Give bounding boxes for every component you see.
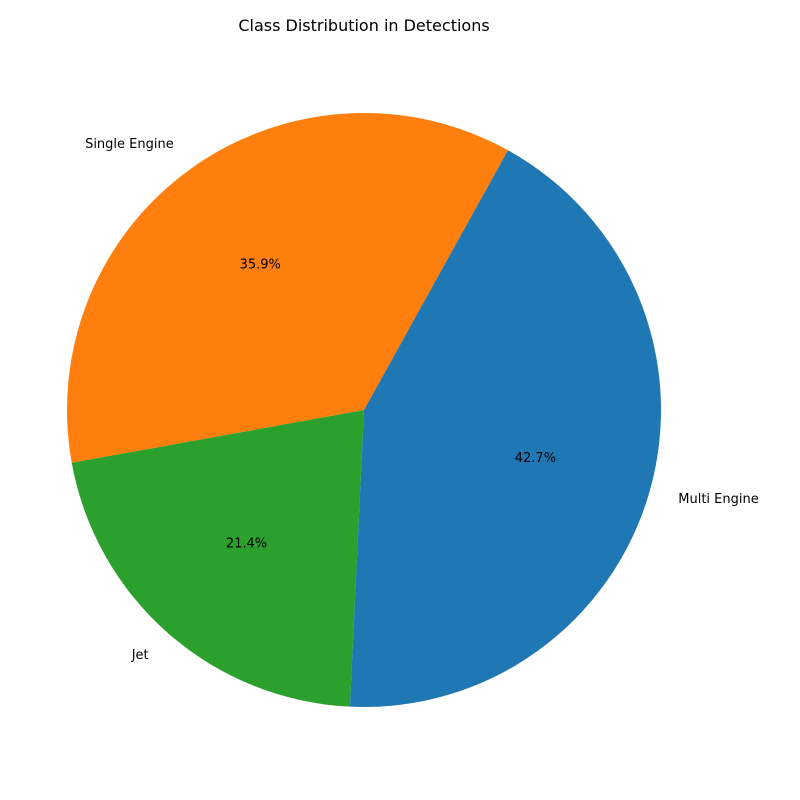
- chart-title: Class Distribution in Detections: [238, 16, 489, 35]
- pie-slice-jet: [71, 410, 364, 707]
- pie-percent-label: 35.9%: [240, 258, 281, 273]
- pie-percent-label: 21.4%: [226, 537, 267, 552]
- pie-percent-label: 42.7%: [515, 451, 556, 466]
- pie-category-label: Multi Engine: [678, 492, 758, 507]
- pie-slice-single-engine: [66, 113, 508, 463]
- pie-slice-multi-engine: [349, 150, 662, 708]
- pie-slices: [66, 113, 662, 708]
- pie-category-label: Single Engine: [85, 137, 174, 152]
- pie-category-label: Jet: [131, 648, 149, 663]
- pie-labels: 35.9% Single Engine 21.4% Jet 42.7% Multi Eng…: [85, 137, 759, 663]
